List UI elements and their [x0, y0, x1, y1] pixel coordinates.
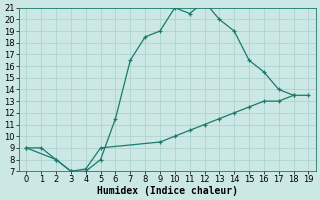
X-axis label: Humidex (Indice chaleur): Humidex (Indice chaleur)	[97, 186, 238, 196]
